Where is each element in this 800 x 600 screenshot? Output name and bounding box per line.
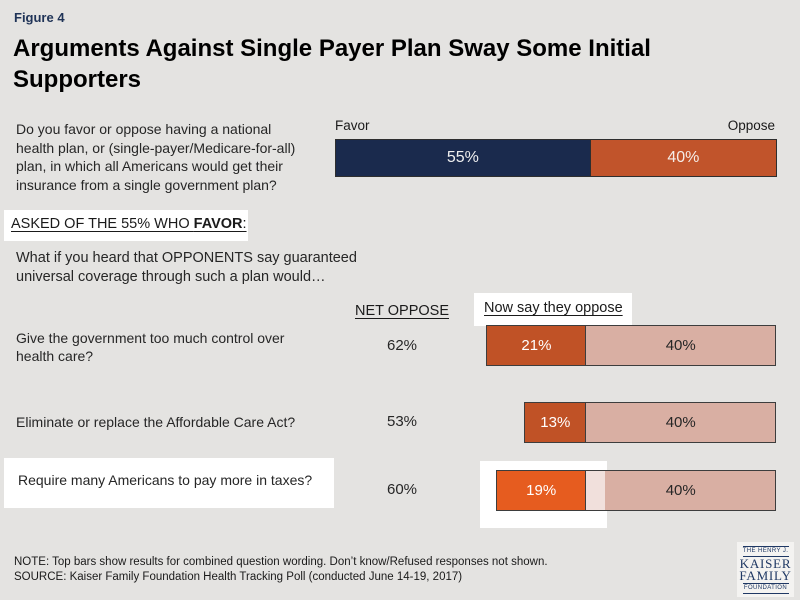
logo-line-foundation: FOUNDATION	[744, 585, 787, 592]
kaiser-family-foundation-logo: THE HENRY J. KAISER FAMILY FOUNDATION	[737, 542, 794, 597]
note-text: NOTE: Top bars show results for combined…	[14, 556, 548, 568]
row-3-net-value: 60%	[372, 481, 432, 498]
favor-oppose-stacked-bar: 55% 40%	[335, 139, 777, 177]
row-2-base-segment: 40%	[586, 403, 775, 442]
oppose-value-label: 40%	[667, 149, 699, 167]
followup-prompt-text: What if you heard that OPPONENTS say gua…	[16, 249, 436, 287]
page-title: Arguments Against Single Payer Plan Sway…	[13, 33, 783, 95]
asked-of-favor-word: FAVOR	[194, 216, 243, 232]
row-3-base-segment: 40%	[586, 471, 775, 510]
row-2-now-segment: 13%	[525, 403, 586, 442]
row-3-base-value-label: 40%	[666, 482, 696, 499]
asked-of-prefix: ASKED OF THE 55% WHO	[11, 216, 194, 232]
top-bar-axis-labels: Favor Oppose	[335, 118, 775, 133]
row-1-category-label: Give the government too much control ove…	[16, 329, 356, 365]
net-oppose-column-header: NET OPPOSE	[347, 303, 457, 319]
row-3-now-segment: 19%	[497, 471, 587, 510]
favor-label: Favor	[335, 118, 370, 133]
figure-canvas: Figure 4 Arguments Against Single Payer …	[0, 0, 800, 600]
figure-number-label: Figure 4	[14, 10, 65, 25]
source-text: SOURCE: Kaiser Family Foundation Health …	[14, 571, 462, 583]
row-1-base-value-label: 40%	[666, 337, 696, 354]
oppose-label: Oppose	[728, 118, 775, 133]
row-1-net-value: 62%	[372, 337, 432, 354]
row-1-stacked-bar: 21% 40%	[486, 325, 776, 366]
row-2-stacked-bar: 13% 40%	[524, 402, 776, 443]
logo-line-family: FAMILY	[739, 570, 791, 582]
row-2-now-value-label: 13%	[540, 414, 570, 431]
row-1-now-value-label: 21%	[521, 337, 551, 354]
row-2-net-value: 53%	[372, 413, 432, 430]
logo-line-the-henry-j: THE HENRY J.	[743, 548, 789, 555]
logo-divider	[743, 546, 789, 547]
logo-divider	[743, 593, 789, 594]
row-1-now-segment: 21%	[487, 326, 586, 365]
row-2-base-value-label: 40%	[666, 414, 696, 431]
survey-question-text: Do you favor or oppose having a national…	[16, 120, 336, 194]
asked-of-label: ASKED OF THE 55% WHO FAVOR:	[11, 216, 247, 232]
oppose-segment: 40%	[591, 140, 776, 176]
row-2-category-label: Eliminate or replace the Affordable Care…	[16, 413, 416, 431]
now-say-oppose-column-header: Now say they oppose	[484, 300, 623, 316]
row-3-highlight-overlay	[586, 471, 605, 510]
row-1-base-segment: 40%	[586, 326, 775, 365]
row-3-now-value-label: 19%	[526, 482, 556, 499]
row-3-category-label: Require many Americans to pay more in ta…	[18, 471, 334, 489]
asked-of-colon: :	[243, 216, 247, 232]
logo-divider	[743, 583, 789, 584]
favor-segment: 55%	[336, 140, 591, 176]
favor-value-label: 55%	[447, 149, 479, 167]
row-3-stacked-bar: 19% 40%	[496, 470, 776, 511]
